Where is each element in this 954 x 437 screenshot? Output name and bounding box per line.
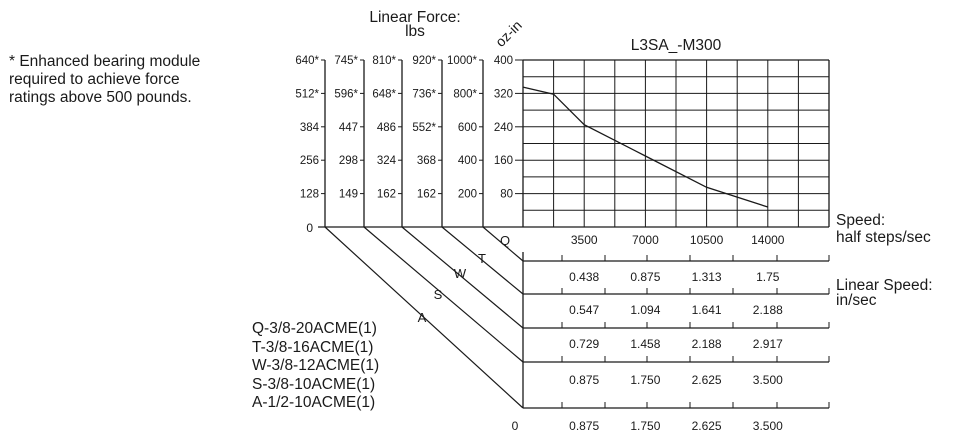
screw-letter-label: T [478,251,486,266]
screw-legend-item: W-3/8-12ACME(1) [252,357,380,375]
force-zero-label: 0 [306,221,313,235]
screw-letter-label: W [454,266,467,281]
linear-speed-value: 2.188 [753,303,783,317]
screw-diagonal-line [401,226,524,329]
chart-title: L3SA_-M300 [631,37,722,54]
bottom-axis-label: 3.500 [753,419,783,433]
force-tick-label: 384 [300,122,320,134]
force-tick-label: 800* [453,88,477,100]
force-tick-label: 810* [372,55,396,67]
force-tick-label: 920* [412,55,436,67]
torque-tick-label: 400 [494,55,513,67]
screw-diagonal-line [441,226,524,295]
force-tick-label: 162 [417,189,436,201]
force-axis-title: lbs [405,23,425,40]
bearing-footnote: * Enhanced bearing module required to ac… [9,53,200,107]
force-tick-label: 200 [458,189,477,201]
screw-diagonal-line [363,226,524,363]
force-tick-label: 324 [377,155,397,167]
torque-tick-label: 320 [494,88,513,100]
force-tick-label: 128 [300,189,319,201]
force-tick-label: 368 [417,155,436,167]
force-tick-label: 298 [339,155,358,167]
linear-speed-value: 2.188 [692,337,722,351]
screw-legend-item: Q-3/8-20ACME(1) [252,320,377,337]
linear-speed-value: 0.875 [630,270,660,284]
footnote-line: required to achieve force [9,71,180,88]
screw-diagonal-line [324,226,524,409]
torque-tick-label: 160 [494,155,513,167]
screw-letter-label: Q [500,233,510,248]
speed-label-line: Speed: [836,212,886,229]
torque-unit-label: oz-in [492,17,525,50]
screw-legend-item: S-3/8-10ACME(1) [252,375,376,393]
force-tick-label: 648* [372,88,396,100]
linear-speed-value: 1.313 [692,270,722,284]
speed-axis-label: Speed: half steps/sec [836,212,931,246]
force-tick-label: 400 [458,155,477,167]
bottom-axis-label: 0.875 [569,419,599,433]
screw-legend: Q-3/8-20ACME(1) T-3/8-16ACME(1) W-3/8-12… [252,320,379,413]
screw-letter-label: A [418,310,427,325]
speed-tick-label: 10500 [690,233,724,247]
linear-speed-value: 1.458 [630,337,660,351]
screw-letter-label: S [434,287,443,302]
linear-speed-value: 0.729 [569,337,599,351]
force-tick-label: 1000* [447,55,478,67]
force-tick-label: 552* [412,122,436,134]
torque-curve-line [522,86,768,208]
linear-speed-value: 3.500 [753,373,783,387]
linear-speed-value: 0.438 [569,270,599,284]
force-tick-label: 149 [339,189,358,201]
linear-speed-value: 1.750 [630,373,660,387]
footnote-line: ratings above 500 pounds. [9,89,192,106]
linear-speed-value: 1.75 [756,270,780,284]
force-tick-label: 512* [295,88,319,100]
linear-speed-value: 0.875 [569,373,599,387]
linear-speed-label-line: Linear Speed: [836,277,933,294]
force-tick-label: 447 [339,122,358,134]
linear-speed-label-line: in/sec [836,292,877,309]
torque-tick-label: 240 [494,122,513,134]
linear-speed-value: 1.641 [692,303,722,317]
bottom-axis-label: 0 [512,419,519,433]
bottom-axis-label: 2.625 [692,419,722,433]
linear-speed-value: 2.625 [692,373,722,387]
force-tick-label: 640* [295,55,319,67]
force-tick-label: 256 [300,155,319,167]
linear-speed-label: Linear Speed: in/sec [836,277,933,309]
footnote-line: * Enhanced bearing module [9,53,201,70]
speed-tick-label: 14000 [751,233,785,247]
torque-tick-label: 80 [500,189,513,201]
screw-legend-item: T-3/8-16ACME(1) [252,338,374,356]
speed-tick-label: 3500 [571,233,598,247]
force-tick-label: 600 [458,122,477,134]
force-tick-label: 486 [377,122,396,134]
screw-diagonal-line [482,226,524,262]
linear-speed-value: 1.094 [630,303,660,317]
force-tick-label: 162 [377,189,396,201]
screw-legend-item: A-1/2-10ACME(1) [252,394,376,412]
force-tick-label: 745* [334,55,358,67]
linear-speed-value: 2.917 [753,337,783,351]
force-axis-title: Linear Force: [369,9,460,26]
speed-label-line: half steps/sec [836,229,931,246]
linear-speed-value: 0.547 [569,303,599,317]
bottom-axis-label: 1.750 [630,419,660,433]
force-tick-label: 596* [334,88,358,100]
force-tick-label: 736* [412,88,436,100]
speed-tick-label: 7000 [632,233,659,247]
